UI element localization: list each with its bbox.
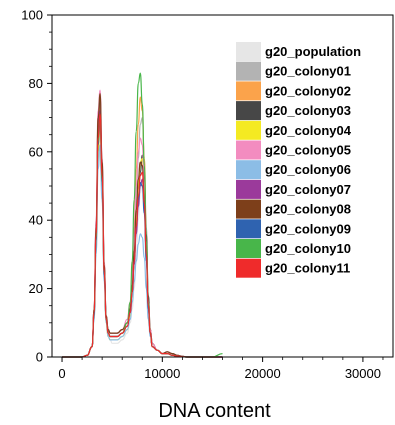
legend-label-g20_population: g20_population (265, 44, 361, 59)
y-tick-label: 100 (21, 8, 43, 23)
series-line-g20_colony04 (62, 123, 223, 358)
legend-swatch-g20_colony06 (236, 160, 261, 180)
legend-label-g20_colony02: g20_colony02 (265, 83, 351, 98)
legend-swatch-g20_colony08 (236, 199, 261, 219)
y-tick-label: 0 (36, 350, 43, 365)
series-line-g20_colony02 (62, 96, 223, 358)
x-tick-label: 0 (58, 366, 65, 381)
legend-swatch-g20_colony05 (236, 140, 261, 160)
legend-swatch-g20_colony11 (236, 258, 261, 278)
legend-label-g20_colony11: g20_colony11 (265, 261, 350, 276)
legend-label-g20_colony01: g20_colony01 (265, 64, 351, 79)
series-line-g20_colony05 (62, 89, 223, 358)
legend-swatch-g20_colony03 (236, 101, 261, 121)
legend-swatch-g20_colony07 (236, 179, 261, 199)
legend-label-g20_colony08: g20_colony08 (265, 202, 351, 217)
legend-swatch-g20_population (236, 42, 261, 61)
legend-label-g20_colony05: g20_colony05 (265, 143, 351, 158)
y-tick-label: 80 (29, 76, 43, 91)
x-tick-label: 10000 (144, 366, 180, 381)
x-tick-label: 20000 (245, 366, 281, 381)
legend-label-g20_colony07: g20_colony07 (265, 182, 351, 197)
legend-swatch-g20_colony02 (236, 81, 261, 101)
series-line-g20_colony08 (62, 93, 223, 358)
legend-swatch-g20_colony04 (236, 120, 261, 140)
legend-swatch-g20_colony01 (236, 61, 261, 81)
series-line-g20_colony03 (62, 96, 223, 358)
legend-label-g20_colony03: g20_colony03 (265, 103, 351, 118)
legend-label-g20_colony10: g20_colony10 (265, 241, 351, 256)
legend: g20_population g20_colony01 g20_colony02 g2… (236, 42, 361, 278)
legend-swatch-g20_colony10 (236, 239, 261, 258)
series-line-g20_colony06 (62, 144, 223, 358)
axes: 0 20 40 60 80 100 0 10000 20000 30000 (21, 8, 394, 381)
series-line-g20_colony11 (62, 113, 223, 358)
y-tick-label: 20 (29, 281, 43, 296)
x-axis-label: DNA content (158, 400, 271, 422)
legend-label-g20_colony09: g20_colony09 (265, 221, 351, 236)
x-tick-label: 30000 (345, 366, 381, 381)
legend-label-g20_colony06: g20_colony06 (265, 162, 351, 177)
y-tick-label: 60 (29, 144, 43, 159)
legend-swatch-g20_colony09 (236, 219, 261, 239)
legend-label-g20_colony04: g20_colony04 (265, 123, 352, 138)
series-curves (62, 72, 223, 358)
y-tick-label: 40 (29, 213, 43, 228)
